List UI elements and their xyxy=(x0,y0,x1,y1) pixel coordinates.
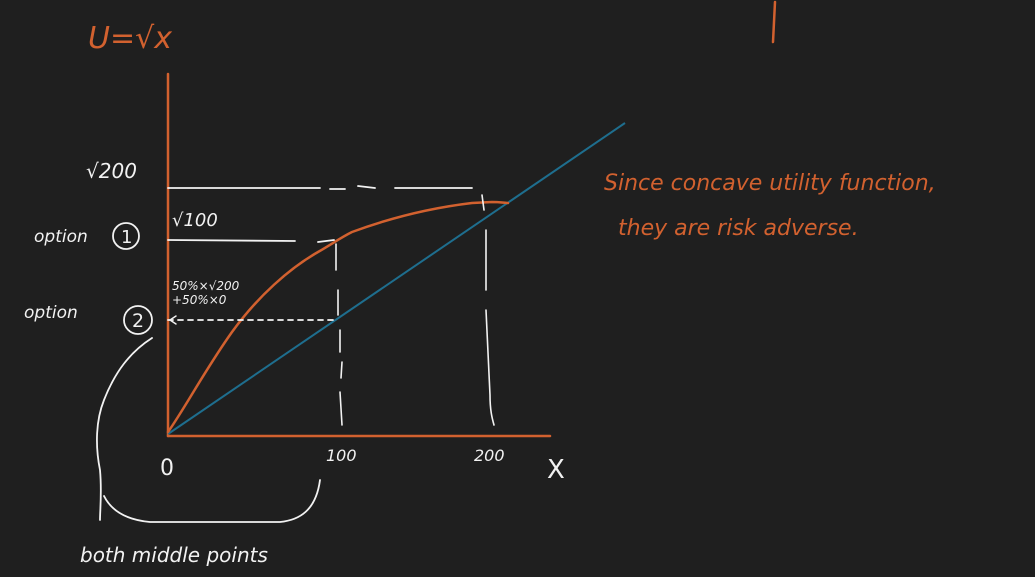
title: U=√x xyxy=(88,21,172,56)
y-tick-sqrt200: √200 xyxy=(86,159,137,183)
option2-arrow xyxy=(169,315,177,325)
x-axis-label: X xyxy=(547,455,565,485)
y-tick-sqrt100: √100 xyxy=(172,210,218,231)
linear-line xyxy=(167,122,626,435)
option2-number: 2 xyxy=(132,310,144,332)
option1-label: option xyxy=(34,227,88,247)
option1-number: 1 xyxy=(121,227,132,248)
origin-label: 0 xyxy=(160,456,174,481)
guide-x200 xyxy=(481,194,495,426)
stray-stroke xyxy=(771,0,777,44)
option1-circle xyxy=(112,222,140,250)
formula-line1: 50%×√200 xyxy=(172,279,240,293)
formula-line2: +50%×0 xyxy=(172,293,227,307)
note-line1: Since concave utility function, xyxy=(604,171,936,196)
guide-sqrt100 xyxy=(167,239,335,243)
bottom-note: both middle points xyxy=(80,543,268,567)
option2-label: option xyxy=(24,303,78,323)
option2-circle xyxy=(123,305,153,335)
note-line2: they are risk adverse. xyxy=(618,216,859,241)
x-tick-200: 200 xyxy=(474,446,505,465)
utility-curve xyxy=(166,200,510,434)
middle-points-bracket xyxy=(96,337,321,523)
guide-sqrt200 xyxy=(167,185,473,190)
guide-x100 xyxy=(335,243,343,426)
x-tick-100: 100 xyxy=(326,446,357,465)
